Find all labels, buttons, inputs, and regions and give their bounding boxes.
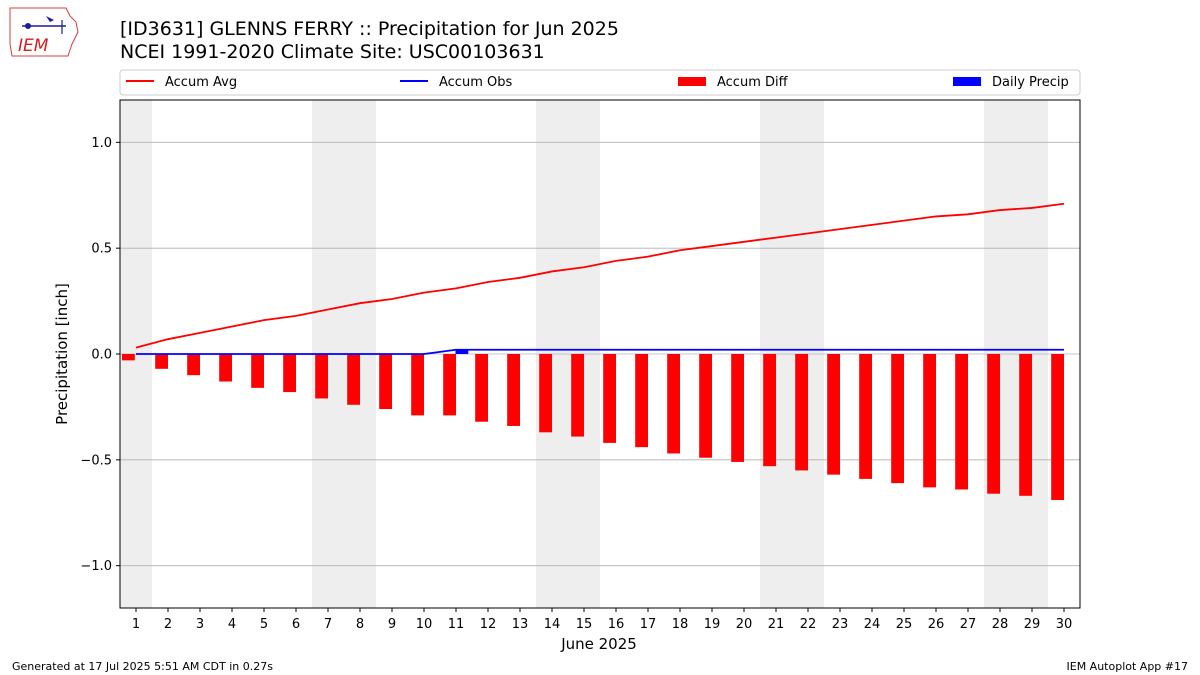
series-lines bbox=[135, 202, 1065, 355]
diff-bar bbox=[251, 354, 264, 388]
diff-bar bbox=[347, 354, 360, 405]
axes: 1.00.50.0−0.5−1.01 2 3 4 5 6 7 8 9 10 11 12 13 14 15 16… bbox=[80, 136, 1072, 632]
diff-bar bbox=[571, 354, 584, 437]
legend: Accum Avg Accum Obs Accum Diff Daily Precip bbox=[119, 69, 1081, 96]
legend-bar-swatch bbox=[953, 77, 981, 86]
y-tick-label: 0.0 bbox=[91, 348, 112, 363]
y-tick-label: 0.5 bbox=[91, 242, 112, 257]
x-tick-label: 13 bbox=[512, 617, 529, 632]
x-tick-label: 3 bbox=[196, 617, 204, 632]
accum-avg-line bbox=[135, 202, 1065, 349]
diff-bar bbox=[763, 354, 776, 467]
legend-box bbox=[119, 69, 1081, 96]
x-tick-label: 23 bbox=[832, 617, 849, 632]
diff-bar bbox=[443, 354, 456, 416]
diff-bar bbox=[955, 354, 968, 490]
chart-subtitle: NCEI 1991-2020 Climate Site: USC00103631 bbox=[120, 41, 545, 63]
diff-bar bbox=[1019, 354, 1032, 496]
iem-logo: IEM bbox=[6, 4, 82, 64]
diff-bar bbox=[827, 354, 840, 475]
diff-bar bbox=[731, 354, 744, 462]
x-tick-label: 20 bbox=[736, 617, 753, 632]
diff-bar bbox=[635, 354, 648, 448]
x-tick-label: 5 bbox=[260, 617, 268, 632]
diff-bar bbox=[603, 354, 616, 443]
x-tick-label: 21 bbox=[768, 617, 785, 632]
diff-bar bbox=[475, 354, 488, 422]
diff-bar bbox=[155, 354, 168, 369]
x-tick-label: 28 bbox=[992, 617, 1009, 632]
y-axis-label: Precipitation [inch] bbox=[53, 283, 71, 425]
x-tick-label: 18 bbox=[672, 617, 689, 632]
diff-bar bbox=[507, 354, 520, 426]
x-tick-label: 26 bbox=[928, 617, 945, 632]
diff-bar bbox=[122, 354, 135, 361]
x-tick-label: 25 bbox=[896, 617, 913, 632]
diff-bar bbox=[891, 354, 904, 484]
x-tick-label: 30 bbox=[1056, 617, 1073, 632]
diff-bar bbox=[219, 354, 232, 382]
autoplot-app-label: IEM Autoplot App #17 bbox=[1066, 660, 1189, 673]
diff-bar bbox=[315, 354, 328, 399]
y-tick-label: −1.0 bbox=[80, 559, 112, 574]
x-axis-label: June 2025 bbox=[560, 635, 637, 653]
y-tick-label: 1.0 bbox=[91, 136, 112, 151]
grid-lines bbox=[120, 141, 1080, 567]
x-tick-label: 15 bbox=[576, 617, 593, 632]
x-tick-label: 17 bbox=[640, 617, 657, 632]
x-tick-label: 8 bbox=[356, 617, 364, 632]
diff-bar bbox=[699, 354, 712, 458]
generated-timestamp: Generated at 17 Jul 2025 5:51 AM CDT in … bbox=[12, 660, 273, 673]
x-tick-label: 14 bbox=[544, 617, 561, 632]
x-tick-label: 6 bbox=[292, 617, 300, 632]
x-tick-label: 24 bbox=[864, 617, 881, 632]
legend-label: Accum Diff bbox=[717, 75, 789, 90]
x-tick-label: 19 bbox=[704, 617, 721, 632]
x-tick-label: 16 bbox=[608, 617, 625, 632]
diff-bar bbox=[667, 354, 680, 454]
legend-bar-swatch bbox=[678, 77, 706, 86]
diff-bar bbox=[987, 354, 1000, 494]
x-tick-label: 7 bbox=[324, 617, 332, 632]
diff-bar bbox=[1051, 354, 1064, 501]
diff-bar bbox=[923, 354, 936, 488]
x-tick-label: 9 bbox=[388, 617, 396, 632]
legend-label: Daily Precip bbox=[992, 75, 1069, 90]
diff-bar bbox=[187, 354, 200, 376]
x-tick-label: 1 bbox=[132, 617, 140, 632]
chart-title: [ID3631] GLENNS FERRY :: Precipitation f… bbox=[120, 18, 619, 40]
diff-bar bbox=[283, 354, 296, 393]
x-tick-label: 4 bbox=[228, 617, 236, 632]
x-tick-label: 22 bbox=[800, 617, 817, 632]
diff-bar bbox=[539, 354, 552, 433]
accum-obs-line bbox=[136, 348, 1064, 355]
diff-bars bbox=[122, 349, 1064, 501]
legend-label: Accum Avg bbox=[165, 75, 237, 90]
logo-text: IEM bbox=[18, 36, 49, 56]
diff-bar bbox=[379, 354, 392, 410]
diff-bar bbox=[859, 354, 872, 479]
daily-precip-bar bbox=[455, 349, 469, 354]
diff-bar bbox=[411, 354, 424, 416]
y-tick-label: −0.5 bbox=[80, 453, 112, 468]
x-tick-label: 29 bbox=[1024, 617, 1041, 632]
x-tick-label: 11 bbox=[448, 617, 465, 632]
x-tick-label: 10 bbox=[416, 617, 433, 632]
diff-bar bbox=[795, 354, 808, 471]
x-tick-label: 12 bbox=[480, 617, 497, 632]
x-tick-label: 2 bbox=[164, 617, 172, 632]
x-tick-label: 27 bbox=[960, 617, 977, 632]
legend-label: Accum Obs bbox=[439, 75, 512, 90]
